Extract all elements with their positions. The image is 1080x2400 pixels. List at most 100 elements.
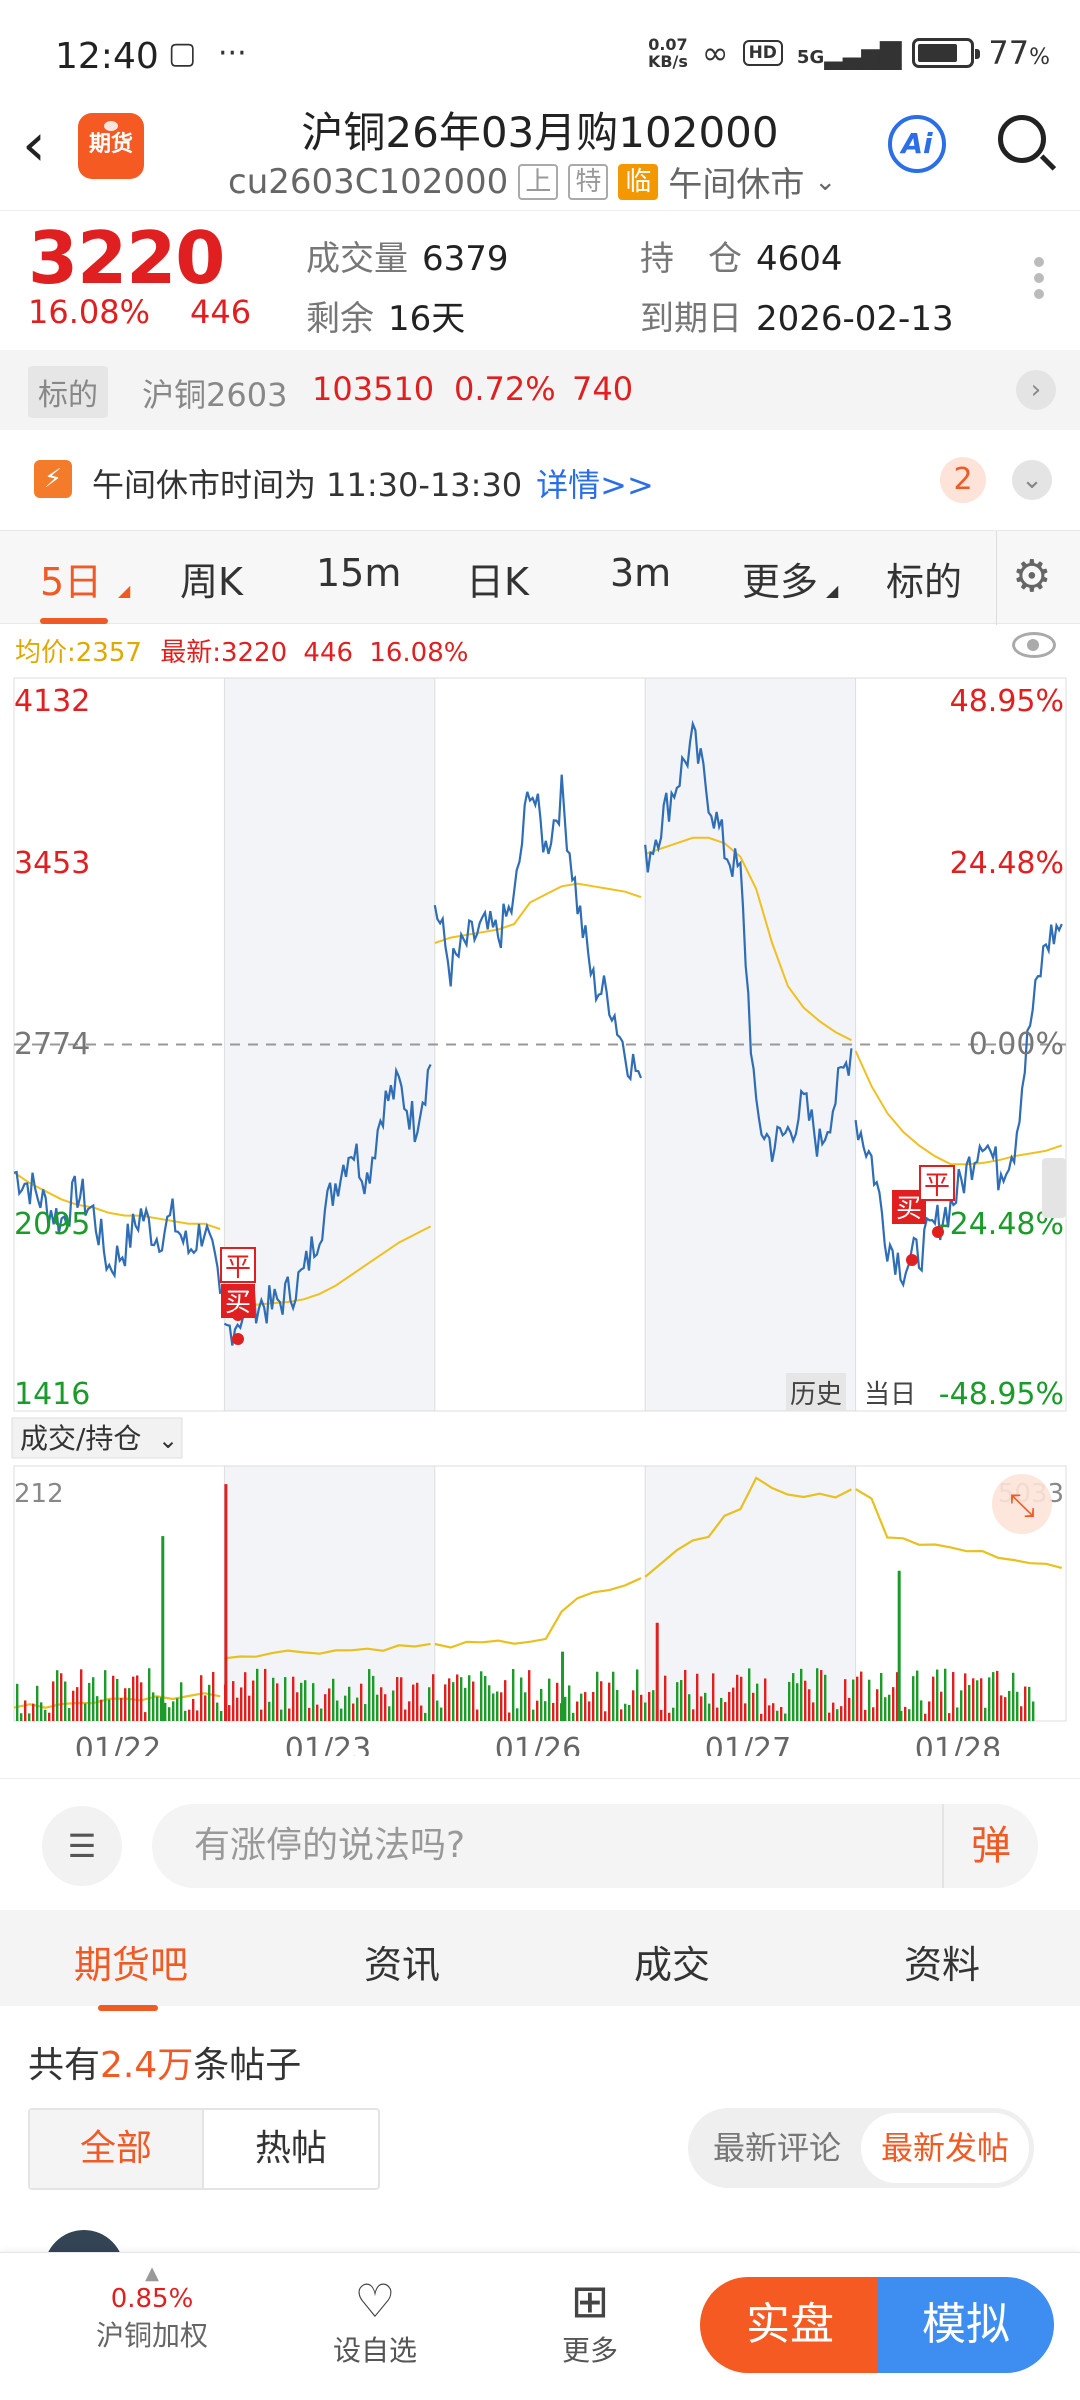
volume-bar: [1012, 1672, 1015, 1721]
volume-bar: [28, 1713, 31, 1721]
side-collapse-handle[interactable]: [1042, 1158, 1066, 1218]
volume-bar: [808, 1689, 811, 1721]
volume-bar: [792, 1673, 795, 1721]
more-notifications-icon: ···: [218, 36, 247, 71]
volume-bar: [748, 1668, 751, 1721]
volume-bar: [228, 1705, 231, 1721]
price-chart-svg[interactable]: 4132 3453 2774 2095 1416 48.95% 24.48% 0…: [0, 676, 1080, 1767]
volume-bar: [812, 1702, 815, 1721]
index-weighted-item[interactable]: ▲ 0.85% 沪铜加权: [92, 2263, 212, 2354]
notice-detail-link[interactable]: 详情>>: [536, 466, 654, 504]
notice-count-badge[interactable]: 2: [940, 457, 986, 503]
sort-latest-comment-button[interactable]: 最新评论: [713, 2129, 842, 2167]
volume-bar: [640, 1694, 643, 1721]
sort-latest-post-button[interactable]: 最新发帖: [861, 2113, 1030, 2183]
underlying-row[interactable]: 标的 沪铜2603 103510 0.72% 740 ›: [0, 350, 1080, 430]
x-date-label: 01/26: [495, 1732, 581, 1756]
volume-bar: [368, 1669, 371, 1721]
volume-bar: [320, 1708, 323, 1721]
trade-marker-day5[interactable]: 买 平: [892, 1165, 955, 1266]
y-right-label: 24.48%: [950, 846, 1064, 881]
volume-bar: [668, 1712, 671, 1721]
contract-code: cu2603C102000: [228, 161, 509, 202]
add-favorite-item[interactable]: ♡ 设自选: [320, 2273, 430, 2369]
avg-price: 均价:2357: [15, 638, 142, 668]
volume-bar: [288, 1708, 291, 1721]
volume-bar: [1000, 1695, 1003, 1721]
volume-bar: [384, 1694, 387, 1721]
volume-bar: [472, 1681, 475, 1721]
volume-bar: [380, 1687, 383, 1721]
danmu-toggle-icon[interactable]: ☰: [42, 1806, 122, 1886]
volume-bar: [440, 1707, 443, 1721]
contract-subtitle[interactable]: cu2603C102000 上 特 临 午间休市 ⌄: [228, 157, 836, 206]
notice-text: 午间休市时间为 11:30-13:30 详情>>: [92, 466, 654, 504]
gear-icon[interactable]: ⚙: [1012, 551, 1052, 602]
chevron-down-icon[interactable]: ⌄: [1012, 460, 1052, 500]
volume-bar: [44, 1709, 47, 1721]
eye-icon[interactable]: [1012, 632, 1056, 658]
lightning-icon: ⚡: [34, 460, 72, 498]
volume-bar: [968, 1684, 971, 1721]
volume-bar: [964, 1673, 967, 1721]
simulated-trade-button[interactable]: 模拟: [878, 2277, 1054, 2373]
volume-bar: [552, 1702, 555, 1721]
volume-selector[interactable]: 成交/持仓: [20, 1422, 141, 1455]
comment-input[interactable]: 有涨停的说法吗? 弹: [152, 1804, 1038, 1888]
tab-futures-forum[interactable]: 期货吧: [74, 1934, 188, 2011]
open-interest-line: [224, 1642, 431, 1660]
volume-bar: [420, 1705, 423, 1721]
volume-bar: [784, 1713, 787, 1721]
more-options-icon[interactable]: [1034, 251, 1046, 305]
volume-bar: [236, 1697, 239, 1721]
today-button[interactable]: 当日: [864, 1380, 916, 1410]
tab-profile[interactable]: 资料: [904, 1943, 981, 1987]
volume-bar: [704, 1692, 707, 1721]
tab-daily-k[interactable]: 日K: [466, 560, 529, 604]
tab-weekly-k[interactable]: 周K: [180, 560, 243, 604]
volume-bar: [476, 1709, 479, 1721]
tab-underlying[interactable]: 标的: [886, 560, 963, 604]
trade-marker-day2[interactable]: 平 买: [220, 1247, 256, 1345]
volume-bar: [920, 1700, 923, 1721]
volume-bar: [944, 1668, 947, 1721]
tab-news[interactable]: 资讯: [364, 1943, 441, 1987]
tab-5day[interactable]: 5日: [40, 551, 109, 624]
volume-bar: [880, 1672, 883, 1721]
volume-bar: [796, 1683, 799, 1721]
real-trade-button[interactable]: 实盘: [700, 2277, 880, 2373]
post-count: 共有2.4万条帖子: [28, 2045, 302, 2086]
back-icon[interactable]: ‹: [22, 110, 46, 180]
chevron-down-icon: ⌄: [158, 1426, 178, 1454]
history-button[interactable]: 历史: [790, 1380, 842, 1410]
volume-bar: [712, 1673, 715, 1721]
tab-more[interactable]: 更多: [742, 560, 819, 604]
volume-bar: [760, 1713, 763, 1721]
ai-assistant-icon[interactable]: Ai: [888, 115, 946, 173]
more-item[interactable]: ⊞ 更多: [530, 2273, 650, 2369]
volume-bar: [908, 1709, 911, 1721]
grid-icon: ⊞: [570, 2274, 610, 2328]
tag-temporary: 临: [618, 163, 659, 200]
volume-bar: [604, 1711, 607, 1721]
volume-bar: [996, 1670, 999, 1721]
volume-bar: [836, 1709, 839, 1721]
tab-trades[interactable]: 成交: [634, 1943, 711, 1987]
tab-15m[interactable]: 15m: [316, 551, 402, 595]
comment-bar: ☰ 有涨停的说法吗? 弹: [0, 1780, 1080, 1910]
filter-hot-button[interactable]: 热帖: [254, 2128, 327, 2169]
volume-bar: [284, 1677, 287, 1721]
x-date-label: 01/23: [285, 1732, 371, 1756]
volume-bar: [484, 1675, 487, 1721]
tab-3m[interactable]: 3m: [610, 551, 672, 595]
volume-bar: [372, 1675, 375, 1721]
volume-bar: [324, 1694, 327, 1721]
price-chart-area[interactable]: 4132 3453 2774 2095 1416 48.95% 24.48% 0…: [0, 676, 1080, 1767]
filter-all-button[interactable]: 全部: [30, 2110, 204, 2188]
volume-bar: [952, 1672, 955, 1721]
volume-bar: [504, 1680, 507, 1721]
search-icon[interactable]: [998, 115, 1046, 163]
chevron-right-icon[interactable]: ›: [1016, 370, 1056, 410]
expand-chart-icon[interactable]: [992, 1474, 1052, 1534]
danmu-button[interactable]: 弹: [942, 1804, 1038, 1888]
